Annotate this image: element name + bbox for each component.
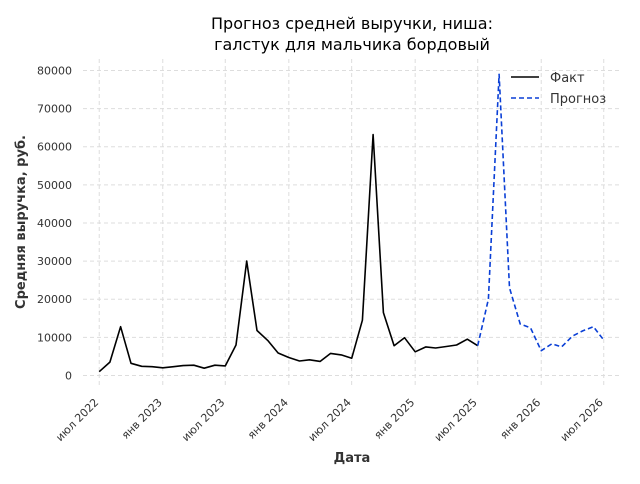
series-line-fact [99,135,478,372]
x-tick-label: янв 2023 [119,396,165,442]
chart-title-line-1: Прогноз средней выручки, ниша: [211,14,493,33]
x-tick-label: июл 2024 [306,396,354,444]
x-axis-label: Дата [334,451,371,466]
chart-title-line-2: галстук для мальчика бордовый [214,35,490,54]
x-tick-label: июл 2023 [179,396,227,444]
y-tick-label: 30000 [37,255,72,268]
grid [83,59,621,385]
y-tick-label: 40000 [37,217,72,230]
y-tick-label: 70000 [37,103,72,116]
legend-label-fact: Факт [550,71,585,86]
series-line-forecast [478,74,604,350]
x-tick-label: янв 2026 [498,396,544,442]
y-tick-label: 60000 [37,141,72,154]
y-tick-label: 80000 [37,64,72,77]
x-tick-label: янв 2025 [371,396,417,442]
legend-label-forecast: Прогноз [550,92,606,107]
y-tick-label: 0 [65,369,72,382]
y-tick-label: 10000 [37,331,72,344]
x-tick-label: июл 2022 [53,396,101,444]
x-tick-label: июл 2026 [558,396,606,444]
y-tick-label: 20000 [37,293,72,306]
y-axis-label: Средняя выручка, руб. [14,135,29,309]
y-tick-label: 50000 [37,179,72,192]
x-tick-label: июл 2025 [432,396,480,444]
x-tick-label: янв 2024 [245,396,291,442]
legend: Факт Прогноз [511,71,606,107]
axes: 0 10000 20000 30000 40000 50000 60000 70000 8000… [37,64,606,444]
